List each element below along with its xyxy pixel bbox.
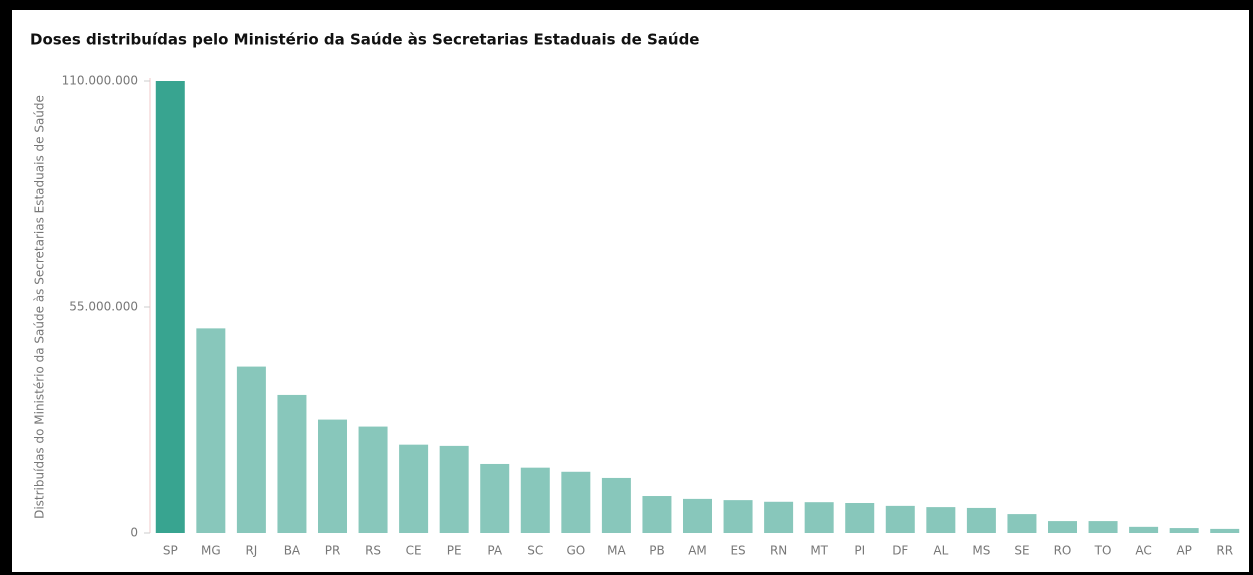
bar xyxy=(520,467,550,533)
bar xyxy=(480,463,510,533)
bar xyxy=(1007,514,1037,533)
bar xyxy=(439,445,469,533)
x-tick-label: MT xyxy=(810,544,828,558)
bar xyxy=(966,507,996,533)
bar xyxy=(1210,528,1240,533)
x-tick-label: RN xyxy=(770,544,787,558)
y-tick-label: 110.000.000 xyxy=(62,74,138,88)
bar xyxy=(1088,521,1118,533)
bar xyxy=(155,81,185,533)
x-tick-label: MA xyxy=(607,544,626,558)
x-tick-label: RS xyxy=(365,544,381,558)
x-tick-label: SC xyxy=(527,544,543,558)
bar xyxy=(601,477,631,533)
bar xyxy=(358,426,388,533)
x-tick-label: DF xyxy=(892,544,908,558)
bar xyxy=(1169,528,1199,533)
bar xyxy=(845,503,875,533)
bar xyxy=(1048,521,1077,533)
bar xyxy=(399,444,429,533)
bar xyxy=(236,366,266,533)
x-tick-label: AM xyxy=(688,544,707,558)
bar xyxy=(885,505,915,533)
x-tick-label: PE xyxy=(447,544,462,558)
y-tick-label: 0 xyxy=(130,526,138,540)
x-tick-label: BA xyxy=(284,544,301,558)
x-tick-label: RO xyxy=(1054,544,1072,558)
x-tick-label: PB xyxy=(649,544,664,558)
x-tick-label: PR xyxy=(325,544,341,558)
bar xyxy=(318,419,347,533)
bar xyxy=(683,498,712,533)
bar xyxy=(561,471,591,533)
bar xyxy=(642,496,672,533)
bar xyxy=(804,502,834,533)
x-tick-label: GO xyxy=(566,544,585,558)
bar xyxy=(1129,526,1159,533)
x-tick-label: TO xyxy=(1094,544,1112,558)
bar xyxy=(723,500,753,533)
x-tick-label: AC xyxy=(1135,544,1151,558)
x-tick-label: RJ xyxy=(245,544,257,558)
bar xyxy=(196,328,226,533)
x-tick-label: AL xyxy=(933,544,948,558)
x-tick-label: SP xyxy=(163,544,178,558)
x-tick-label: RR xyxy=(1216,544,1233,558)
x-tick-label: SE xyxy=(1014,544,1029,558)
x-tick-label: MG xyxy=(201,544,221,558)
x-tick-label: AP xyxy=(1176,544,1191,558)
x-tick-label: PA xyxy=(487,544,502,558)
x-tick-label: PI xyxy=(854,544,865,558)
y-tick-label: 55.000.000 xyxy=(69,300,138,314)
x-tick-label: CE xyxy=(406,544,422,558)
chart-title: Doses distribuídas pelo Ministério da Sa… xyxy=(30,31,699,49)
y-axis-label: Distribuídas do Ministério da Saúde às S… xyxy=(33,95,47,519)
bar xyxy=(926,507,956,533)
bar xyxy=(764,501,794,533)
x-tick-label: ES xyxy=(730,544,745,558)
bar xyxy=(277,394,307,533)
x-tick-label: MS xyxy=(972,544,990,558)
